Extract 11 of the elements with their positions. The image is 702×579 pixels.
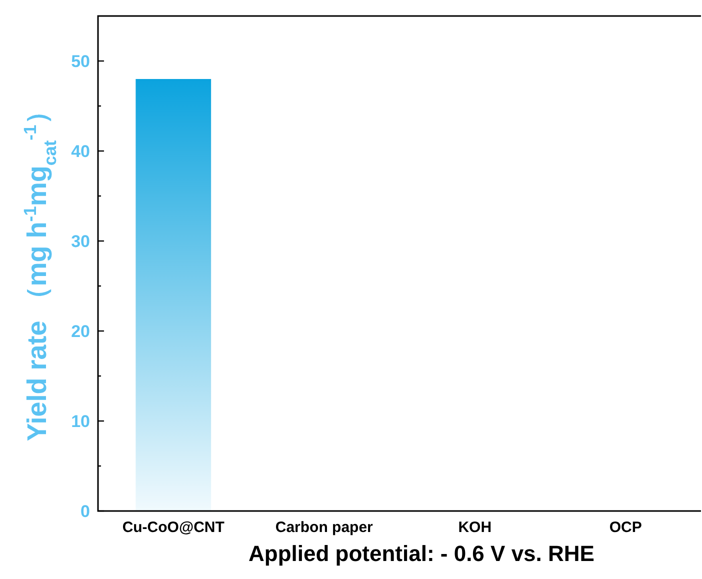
x-tick-label: Cu-CoO@CNT [122,519,224,536]
y-tick-label: 10 [71,412,90,431]
x-tick-label: OCP [609,519,642,536]
x-tick-label: KOH [458,519,492,536]
x-tick-label: Carbon paper [275,519,374,536]
y-tick-label: 50 [71,52,90,71]
y-tick-label: 30 [71,232,90,251]
y-tick-label: 20 [71,322,90,341]
y-tick-label: 0 [80,502,90,521]
x-axis-title: Applied potential: - 0.6 V vs. RHE [248,541,594,566]
y-tick-label: 40 [71,142,90,161]
